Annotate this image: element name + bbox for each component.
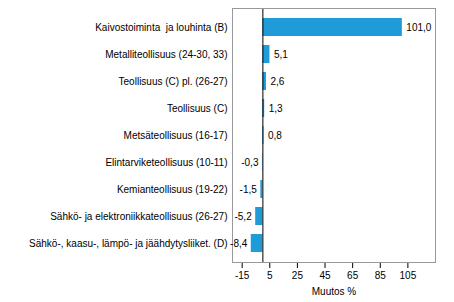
svg-text:85: 85 bbox=[375, 270, 387, 281]
svg-text:25: 25 bbox=[292, 270, 304, 281]
svg-text:1,3: 1,3 bbox=[269, 103, 283, 114]
svg-text:2,6: 2,6 bbox=[270, 76, 284, 87]
svg-text:-1,5: -1,5 bbox=[240, 184, 258, 195]
svg-text:Sähkö- ja elektroniikkateollis: Sähkö- ja elektroniikkateollisuus (26-27… bbox=[50, 211, 227, 222]
svg-text:Metalliteollisuus (24-30, 33): Metalliteollisuus (24-30, 33) bbox=[105, 49, 227, 60]
svg-text:Elintarviketeollisuus (10-11): Elintarviketeollisuus (10-11) bbox=[105, 157, 227, 168]
svg-text:-5,2: -5,2 bbox=[234, 211, 252, 222]
svg-text:45: 45 bbox=[319, 270, 331, 281]
svg-text:-0,3: -0,3 bbox=[241, 157, 259, 168]
svg-text:-15: -15 bbox=[235, 270, 250, 281]
svg-text:Kaivostoiminta ja louhinta (B: Kaivostoiminta ja louhinta (B) bbox=[95, 22, 227, 33]
svg-text:101,0: 101,0 bbox=[406, 22, 431, 33]
svg-text:5,1: 5,1 bbox=[274, 49, 288, 60]
svg-text:Muutos %: Muutos % bbox=[312, 286, 357, 297]
svg-text:-8,4: -8,4 bbox=[230, 238, 248, 249]
svg-text:Teollisuus (C): Teollisuus (C) bbox=[167, 103, 228, 114]
svg-text:Teollisuus (C) pl. (26-27): Teollisuus (C) pl. (26-27) bbox=[119, 76, 228, 87]
svg-text:65: 65 bbox=[347, 270, 359, 281]
svg-text:5: 5 bbox=[267, 270, 273, 281]
svg-text:0,8: 0,8 bbox=[268, 130, 282, 141]
svg-text:Metsäteollisuus (16-17): Metsäteollisuus (16-17) bbox=[124, 130, 228, 141]
svg-text:105: 105 bbox=[400, 270, 417, 281]
svg-text:Sähkö-, kaasu-, lämpö- ja jääh: Sähkö-, kaasu-, lämpö- ja jäähdytysliike… bbox=[29, 238, 227, 249]
svg-text:Kemianteollisuus (19-22): Kemianteollisuus (19-22) bbox=[117, 184, 228, 195]
